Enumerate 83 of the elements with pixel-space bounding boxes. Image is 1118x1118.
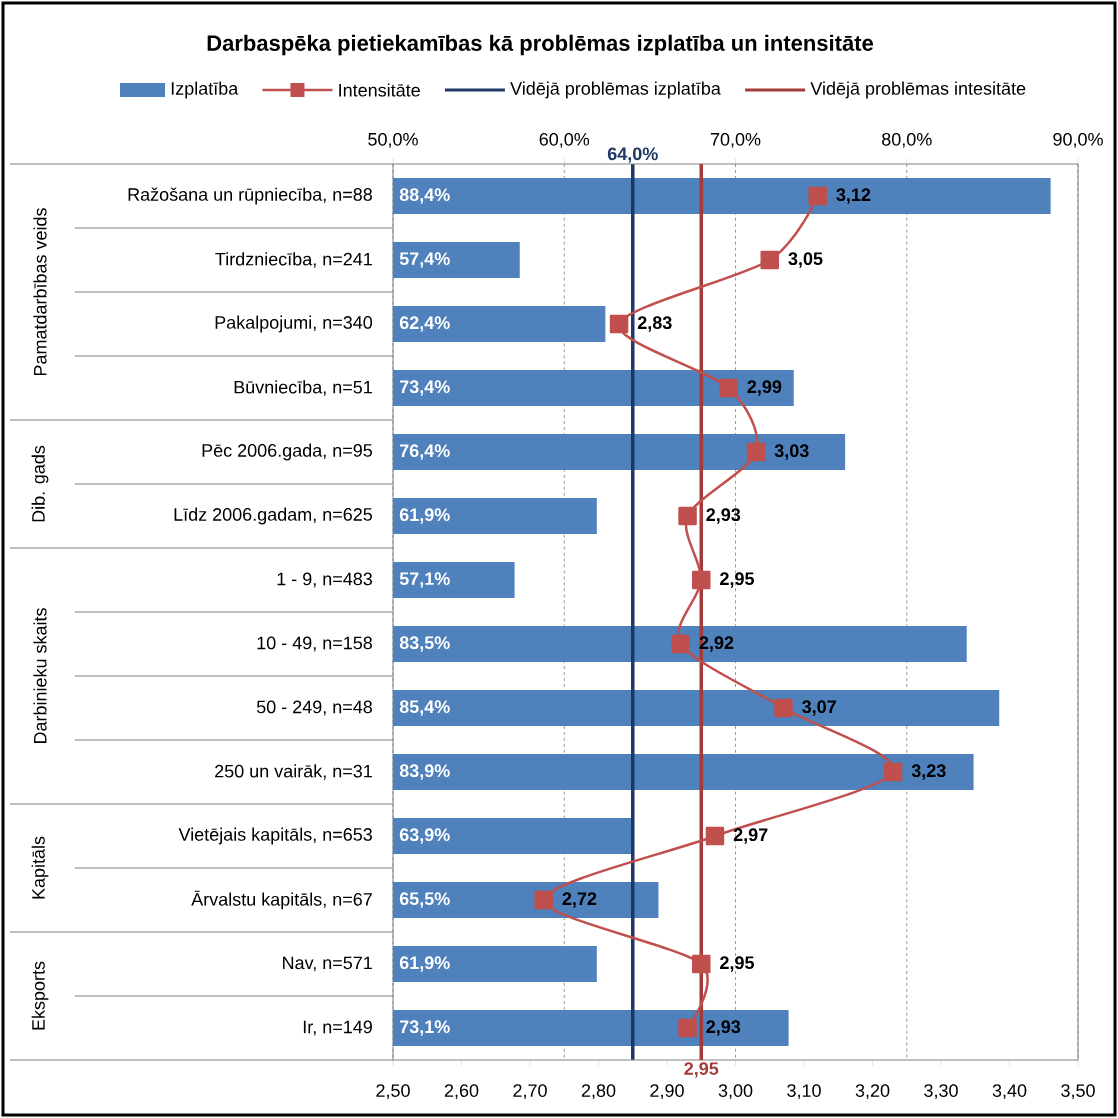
point bbox=[705, 826, 725, 846]
data-label: 2,83 bbox=[637, 316, 672, 332]
x-tick-label: 3,20 bbox=[855, 1084, 890, 1100]
point bbox=[692, 954, 711, 974]
legend-label: Vidējā problēmas izplatība bbox=[510, 81, 721, 99]
y-tick-label: 50 - 249, n=48 bbox=[256, 700, 372, 716]
point bbox=[692, 570, 711, 590]
data-label: 83,5% bbox=[399, 636, 450, 652]
legend-label: Izplatība bbox=[171, 81, 239, 99]
y-tick-label: Ārvalstu kapitāls, n=67 bbox=[191, 890, 372, 910]
y-tick-label: Tirdzniecība, n=241 bbox=[215, 252, 372, 268]
data-label: 65,5% bbox=[399, 892, 450, 908]
text: Pamatdarbības veids bbox=[33, 208, 47, 376]
x-tick-label: 3,50 bbox=[1061, 1084, 1095, 1100]
x2-tick-label: 80,0% bbox=[882, 132, 932, 148]
point bbox=[678, 1018, 697, 1038]
data-label: 63,9% bbox=[399, 828, 450, 844]
point bbox=[760, 250, 780, 270]
x-tick-label: 3,10 bbox=[787, 1084, 821, 1100]
data-label: 85,4% bbox=[399, 700, 450, 716]
data-label: 2,93 bbox=[706, 508, 741, 524]
legend-label: Intensitāte bbox=[339, 83, 420, 97]
y-tick-label: Vietējais kapitāls, n=653 bbox=[178, 827, 372, 845]
y-tick-label: Ir, n=149 bbox=[303, 1020, 372, 1036]
text: Eksports bbox=[31, 961, 49, 1030]
x2-tick-label: 50,0% bbox=[368, 132, 418, 148]
data-label: 73,1% bbox=[399, 1020, 450, 1036]
text: Kapitāls bbox=[31, 836, 49, 899]
y-tick-label: Būvniecība, n=51 bbox=[234, 380, 372, 396]
point bbox=[774, 698, 793, 718]
data-label: 3,07 bbox=[802, 700, 836, 716]
data-label: 2,97 bbox=[733, 828, 768, 844]
x-tick-label: 2,70 bbox=[513, 1084, 547, 1100]
x-tick-label: 3,40 bbox=[992, 1084, 1027, 1100]
point bbox=[719, 378, 738, 398]
chart-title: Darbaspēka pietiekamības kā problēmas izplatība un intensitāte bbox=[207, 34, 874, 56]
data-label: 73,4% bbox=[399, 380, 450, 396]
data-label: 61,9% bbox=[399, 508, 450, 524]
text: 64,0% bbox=[607, 147, 658, 163]
data-label: 88,4% bbox=[399, 188, 450, 204]
y-tick-label: Ražošana un rūpniecība, n=88 bbox=[128, 187, 372, 205]
y-tick-label: 250 un vairāk, n=31 bbox=[215, 764, 372, 780]
data-label: 61,9% bbox=[399, 956, 450, 972]
data-label: 2,93 bbox=[706, 1020, 741, 1036]
data-label: 57,4% bbox=[399, 252, 450, 268]
x-tick-label: 2,60 bbox=[444, 1084, 479, 1100]
y-tick-label: Nav, n=571 bbox=[283, 956, 372, 972]
x-tick-label: 2,80 bbox=[581, 1084, 616, 1100]
point bbox=[746, 442, 766, 462]
data-label: 3,12 bbox=[836, 188, 871, 204]
data-label: 57,1% bbox=[399, 572, 450, 588]
point bbox=[883, 762, 903, 782]
data-label: 83,9% bbox=[399, 764, 450, 780]
point bbox=[671, 634, 690, 654]
x-tick-label: 3,00 bbox=[718, 1084, 753, 1100]
data-label: 76,4% bbox=[399, 444, 450, 460]
text: Dib. gads bbox=[31, 445, 49, 522]
data-label: 62,4% bbox=[399, 316, 450, 332]
x-tick-label: 3,30 bbox=[924, 1084, 958, 1100]
point bbox=[534, 890, 553, 910]
data-label: 2,72 bbox=[562, 892, 597, 908]
legend-label: Vidējā problēmas intesitāte bbox=[810, 81, 1026, 99]
data-label: 3,03 bbox=[774, 444, 809, 460]
data-label: 3,23 bbox=[911, 764, 946, 780]
data-label: 2,95 bbox=[720, 956, 754, 972]
text: 2,95 bbox=[684, 1062, 719, 1078]
point bbox=[609, 314, 629, 334]
text: Darbinieku skaits bbox=[33, 608, 47, 744]
x2-tick-label: 60,0% bbox=[539, 132, 590, 148]
y-tick-label: Līdz 2006.gadam, n=625 bbox=[174, 507, 372, 525]
x2-tick-label: 90,0% bbox=[1053, 132, 1103, 148]
x-tick-label: 2,50 bbox=[376, 1084, 410, 1100]
y-tick-label: Pēc 2006.gada, n=95 bbox=[202, 443, 373, 461]
point bbox=[808, 186, 827, 206]
data-label: 2,95 bbox=[720, 572, 754, 588]
y-tick-label: 1 - 9, n=483 bbox=[277, 572, 372, 588]
data-label: 3,05 bbox=[788, 252, 823, 268]
data-label: 2,99 bbox=[747, 380, 782, 396]
x2-tick-label: 70,0% bbox=[710, 132, 761, 148]
y-tick-label: Pakalpojumi, n=340 bbox=[215, 315, 373, 333]
point bbox=[678, 506, 697, 526]
y-tick-label: 10 - 49, n=158 bbox=[257, 636, 372, 652]
x-tick-label: 2,90 bbox=[650, 1084, 684, 1100]
